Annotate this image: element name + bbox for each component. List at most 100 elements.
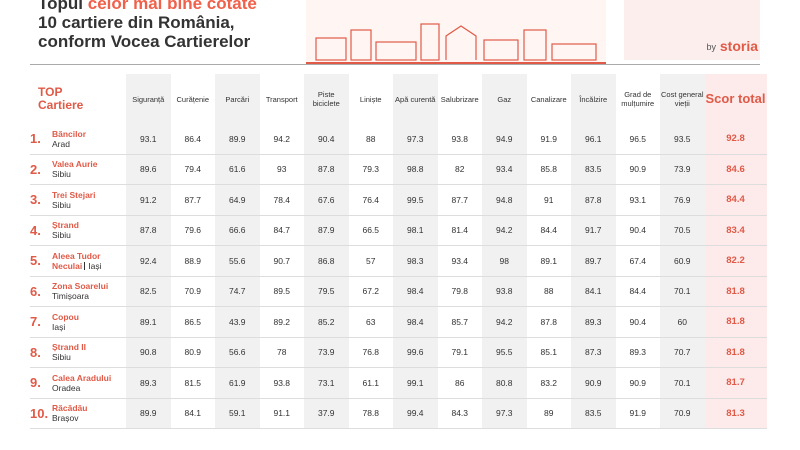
- score-cell: 89.1: [126, 306, 171, 338]
- score-cell: 95.5: [482, 337, 527, 368]
- score-cell: 93.8: [482, 276, 527, 307]
- score-cell: 83.5: [571, 154, 616, 185]
- score-cell: 98.4: [393, 276, 438, 307]
- score-cell: 67.2: [348, 276, 393, 307]
- score-cell: 91.9: [526, 124, 571, 155]
- score-cell: 76.8: [348, 337, 393, 368]
- score-cell: 84.7: [259, 215, 304, 246]
- score-cell: 87.8: [126, 215, 171, 246]
- score-cell: 79.1: [437, 337, 482, 368]
- score-cell: 89.9: [126, 398, 171, 429]
- score-cell: 64.9: [215, 184, 260, 216]
- score-cell: 89.1: [526, 245, 571, 277]
- score-cell: 89.3: [126, 367, 171, 399]
- rank: 5.: [30, 253, 41, 269]
- city: Timișoara: [52, 291, 89, 302]
- score-cell: 63: [348, 306, 393, 338]
- score-cell: 89: [526, 398, 571, 429]
- score-cell: 55.6: [215, 245, 260, 277]
- score-cell: 83.5: [571, 398, 616, 429]
- rank: 9.: [30, 375, 41, 391]
- score-cell: 67.6: [304, 184, 349, 216]
- score-cell: 79.3: [348, 154, 393, 185]
- column-header: Cost general vieții: [660, 74, 705, 124]
- score-cell: 99.1: [393, 367, 438, 399]
- score-cell: 70.9: [660, 398, 705, 429]
- score-cell: 93.5: [660, 124, 705, 155]
- total-score: 81.8: [704, 276, 767, 307]
- score-cell: 78.4: [259, 184, 304, 216]
- column-header: Scor total: [704, 74, 767, 124]
- logo: by storia: [624, 0, 760, 60]
- score-cell: 70.5: [660, 215, 705, 246]
- column-header: Curățenie: [176, 94, 210, 104]
- neighborhood-cell: 8. Ștrand II Sibiu: [30, 337, 126, 368]
- neighborhood-name: Calea Aradului: [52, 372, 112, 383]
- first-column-header: TOP Cartiere: [30, 74, 126, 124]
- score-cell: 60: [660, 306, 705, 338]
- logo-brand: storia: [719, 38, 758, 54]
- score-cell: 93.1: [126, 124, 171, 155]
- score-cell: 84.1: [571, 276, 616, 307]
- score-cell: 89.6: [126, 154, 171, 185]
- score-cell: 81.5: [170, 367, 215, 399]
- score-cell: 79.5: [304, 276, 349, 307]
- score-cell: 94.2: [482, 215, 527, 246]
- score-cell: 87.7: [170, 184, 215, 216]
- total-score: 81.7: [704, 367, 767, 399]
- score-cell: 94.8: [482, 184, 527, 216]
- score-cell: 67.4: [615, 245, 660, 277]
- score-cell: 98: [482, 245, 527, 277]
- table-row: 8. Ștrand II Sibiu 90.8 80.9 56.6 78 73.9 76.8 99…: [30, 337, 767, 368]
- column-header: Salubrizare: [440, 94, 479, 104]
- total-score: 83.4: [704, 215, 767, 246]
- score-cell: 88: [526, 276, 571, 307]
- city: Iași: [52, 321, 66, 332]
- score-cell: 70.7: [660, 337, 705, 368]
- title-part: 10 cartiere din România,: [38, 13, 235, 32]
- table-row: 10. Răcădău Brașov 89.9 84.1 59.1 91.1 37.9 78.8…: [30, 398, 767, 429]
- score-cell: 84.4: [526, 215, 571, 246]
- score-cell: 82.5: [126, 276, 171, 307]
- table-row: 3. Trei Stejari Sibiu 91.2 87.7 64.9 78.4 67.6 7…: [30, 184, 767, 216]
- total-score: 84.6: [704, 154, 767, 185]
- score-cell: 79.8: [437, 276, 482, 307]
- city: Sibiu: [52, 352, 71, 363]
- score-cell: 85.2: [304, 306, 349, 338]
- score-cell: 85.8: [526, 154, 571, 185]
- column-header: Parcări: [215, 74, 260, 124]
- column-header: Liniște: [359, 94, 382, 104]
- city-illustration: [306, 0, 606, 64]
- score-cell: 61.1: [348, 367, 393, 399]
- separator: [84, 261, 86, 270]
- score-cell: 87.8: [571, 184, 616, 216]
- score-cell: 66.6: [215, 215, 260, 246]
- score-cell: 86.8: [304, 245, 349, 277]
- score-cell: 93.4: [482, 154, 527, 185]
- city: Iași: [88, 260, 102, 271]
- rank: 10.: [30, 405, 49, 421]
- city: Brașov: [52, 413, 79, 424]
- score-cell: 93.8: [259, 367, 304, 399]
- score-cell: 83.2: [526, 367, 571, 399]
- column-header: Gaz: [482, 74, 527, 124]
- score-cell: 78.8: [348, 398, 393, 429]
- name-block: Băncilor Arad: [52, 129, 116, 149]
- score-cell: 92.4: [126, 245, 171, 277]
- score-cell: 98.1: [393, 215, 438, 246]
- score-cell: 60.9: [660, 245, 705, 277]
- score-cell: 84.1: [170, 398, 215, 429]
- score-cell: 97.3: [482, 398, 527, 429]
- rank: 8.: [30, 344, 41, 360]
- score-cell: 61.6: [215, 154, 260, 185]
- title-highlight: celor mai bine cotate: [87, 0, 257, 13]
- score-cell: 93.1: [615, 184, 660, 216]
- rank: 2.: [30, 161, 41, 177]
- score-cell: 97.3: [393, 124, 438, 155]
- score-cell: 88: [348, 124, 393, 155]
- score-cell: 96.1: [571, 124, 616, 155]
- neighborhood-cell: 2. Valea Aurie Sibiu: [30, 154, 126, 185]
- neighborhood-cell: 6. Zona Soarelui Timișoara: [30, 276, 126, 307]
- score-cell: 94.2: [259, 124, 304, 155]
